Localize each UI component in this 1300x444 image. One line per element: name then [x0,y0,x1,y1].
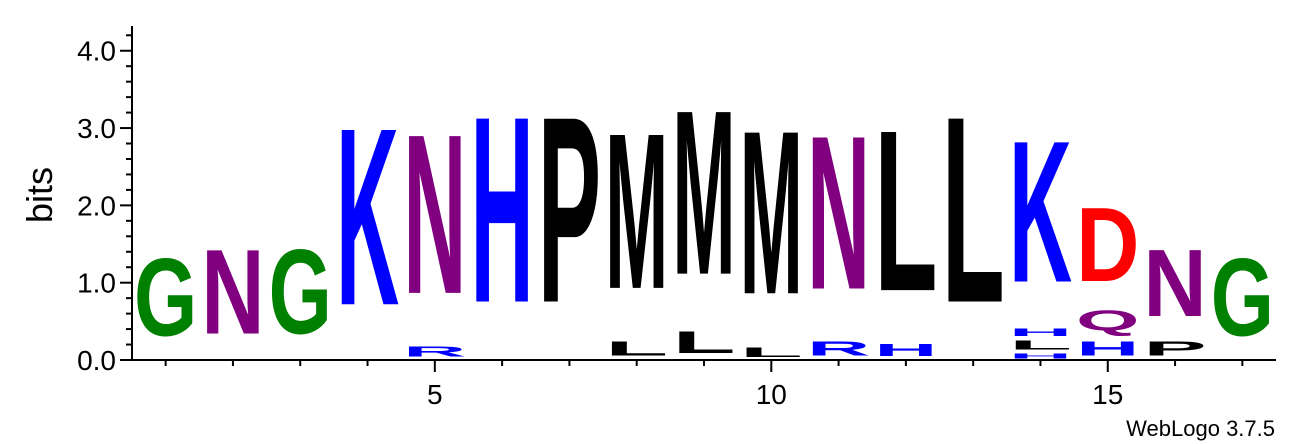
logo-letter-h-pos-14: H [1009,326,1072,338]
logo-letter-h-pos-14: H [1009,352,1072,360]
logo-letter-p-pos-16: P [1143,337,1206,360]
y-tick-label: 4.0 [77,36,116,67]
logo-letter-l-pos-10: L [740,344,803,360]
logo-letter-l-pos-12: L [874,83,937,340]
logo-letter-l-pos-9: L [672,326,735,361]
logo-letter-n-pos-16: N [1143,231,1206,337]
logo-letter-k-pos-4: K [336,76,399,359]
x-axis-ticks: 5 10 15 [164,360,1244,410]
x-tick-label: 10 [756,379,787,410]
logo-letter-p-pos-7: P [538,62,601,359]
y-axis-title: bits [19,167,60,223]
logo-letter-m-pos-10: M [740,82,803,343]
logo-letter-g-pos-17: G [1211,236,1274,360]
logo-letter-r-pos-11: R [807,337,870,360]
logo-letter-q-pos-15: Q [1076,304,1139,336]
logo-letter-h-pos-12: H [874,341,937,360]
logo-letter-g-pos-1: G [134,236,197,360]
logo-letter-h-pos-15: H [1076,337,1139,360]
logo-letter-m-pos-9: M [672,61,735,323]
logo-letter-l-pos-8: L [605,337,668,360]
logo-letter-h-pos-6: H [470,61,533,358]
logo-letter-m-pos-8: M [605,89,668,337]
y-axis-ticks: 0.0 1.0 2.0 3.0 4.0 [77,34,132,376]
y-tick-label: 1.0 [77,268,116,299]
logo-letter-k-pos-14: K [1009,100,1072,326]
logo-letter-n-pos-11: N [807,92,870,336]
logo-letter-n-pos-5: N [403,87,466,342]
logo-letter-n-pos-2: N [201,225,264,360]
y-tick-label: 0.0 [77,345,116,376]
weblogo-credit: WebLogo 3.7.5 [1126,416,1275,441]
y-tick-label: 2.0 [77,190,116,221]
logo-letter-r-pos-5: R [403,343,466,360]
x-tick-label: 15 [1092,379,1123,410]
y-tick-label: 3.0 [77,113,116,144]
x-tick-label: 5 [427,379,443,410]
logo-letter-l-pos-14: L [1009,338,1072,352]
logo-letter-g-pos-3: G [269,224,332,359]
logo-letter-l-pos-13: L [942,60,1005,358]
logo-letter-d-pos-15: D [1076,185,1139,304]
